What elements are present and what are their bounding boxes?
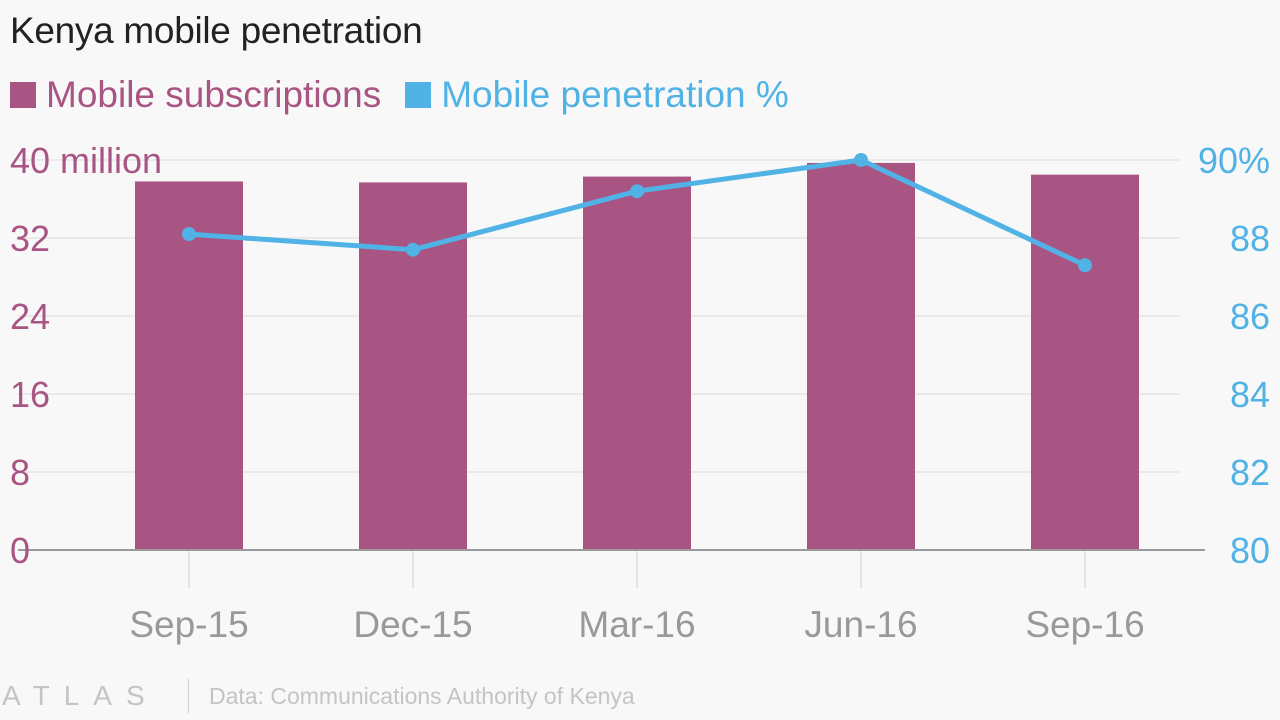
y-right-tick-label: 82 xyxy=(1230,452,1270,493)
penetration-point-sep-15 xyxy=(182,227,196,242)
y-left-tick-label: 40 million xyxy=(10,140,162,181)
x-tick-label: Mar-16 xyxy=(578,604,695,645)
penetration-point-sep-16 xyxy=(1078,258,1092,273)
bar-mar-16 xyxy=(583,176,691,550)
y-left-tick-label: 24 xyxy=(10,296,50,337)
y-right-tick-label: 84 xyxy=(1230,374,1270,415)
y-right-tick-label: 80 xyxy=(1230,530,1270,571)
y-right-tick-label: 88 xyxy=(1230,218,1270,259)
y-right-tick-label: 90% xyxy=(1198,140,1270,181)
legend-item-subscriptions: Mobile subscriptions xyxy=(10,74,381,116)
y-left-tick-label: 32 xyxy=(10,218,50,259)
y-left-tick-label: 16 xyxy=(10,374,50,415)
penetration-point-dec-15 xyxy=(406,242,420,257)
x-tick-label: Sep-15 xyxy=(129,604,248,645)
penetration-point-jun-16 xyxy=(854,153,868,167)
bar-sep-15 xyxy=(135,181,243,550)
legend-label-penetration: Mobile penetration % xyxy=(441,74,789,115)
y-right-tick-label: 86 xyxy=(1230,296,1270,337)
legend-swatch-subscriptions xyxy=(10,82,36,108)
x-tick-label: Dec-15 xyxy=(353,604,472,645)
footer: ATLAS Data: Communications Authority of … xyxy=(0,676,635,716)
legend-item-penetration: Mobile penetration % xyxy=(405,74,789,116)
legend: Mobile subscriptions Mobile penetration … xyxy=(10,74,813,116)
penetration-point-mar-16 xyxy=(630,184,644,199)
x-tick-label: Jun-16 xyxy=(804,604,917,645)
legend-swatch-penetration xyxy=(405,82,432,108)
bar-jun-16 xyxy=(807,162,915,551)
bar-sep-16 xyxy=(1031,174,1139,550)
x-tick-label: Sep-16 xyxy=(1025,604,1144,645)
source-note: Data: Communications Authority of Kenya xyxy=(209,682,635,709)
legend-label-subscriptions: Mobile subscriptions xyxy=(46,74,382,115)
y-left-tick-label: 8 xyxy=(10,452,30,493)
footer-divider xyxy=(188,679,189,713)
y-left-tick-label: 0 xyxy=(10,530,30,571)
chart-title: Kenya mobile penetration xyxy=(10,10,423,51)
atlas-logo: ATLAS xyxy=(2,680,159,711)
